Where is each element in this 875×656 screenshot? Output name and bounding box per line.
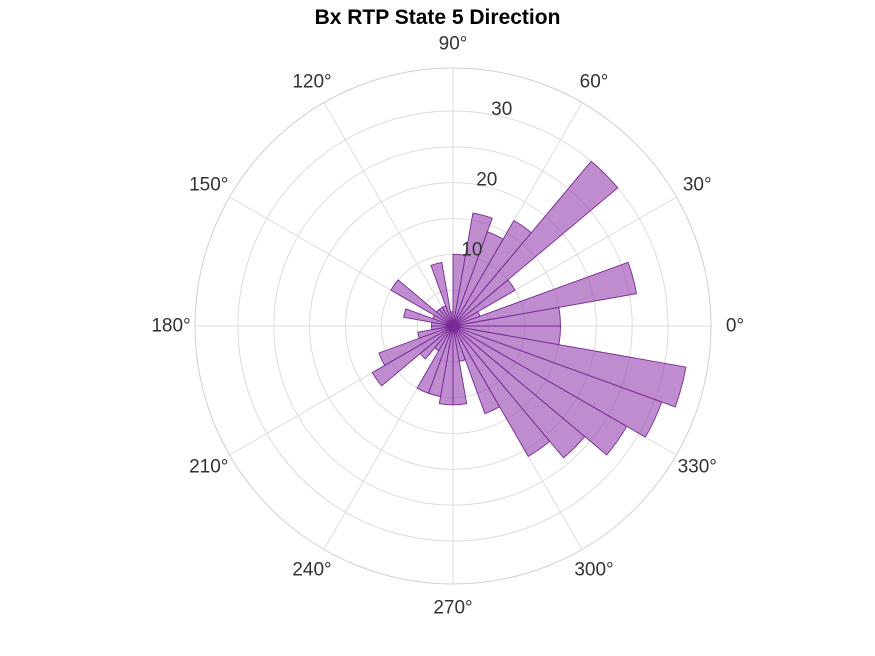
radial-tick-label: 10 [461,239,482,260]
rose-bar [403,308,454,327]
grid-spoke [323,102,454,327]
angle-tick-label: 180° [151,316,190,337]
rose-bar [390,279,454,327]
angle-tick-label: 330° [678,457,717,478]
angle-tick-label: 240° [292,560,331,581]
labels-layer: 0° 30° 60° 90° 120° 150° 180° 210° 240° 270° 300° 3… [151,34,744,619]
rose-bar [452,261,638,327]
rose-bar [371,325,454,387]
radial-tick-label: 30 [491,99,512,120]
rose-bar [452,219,532,327]
radial-tick-label: 20 [476,169,497,190]
chart-title: Bx RTP State 5 Direction [314,6,561,29]
angle-tick-label: 120° [292,71,331,92]
angle-tick-label: 300° [574,560,613,581]
angle-tick-label: 90° [439,34,468,55]
angle-tick-label: 270° [433,598,472,619]
bars-layer [371,160,687,459]
rose-bar [452,325,687,408]
angle-tick-label: 60° [580,71,609,92]
angle-tick-label: 0° [726,316,744,337]
rose-bar [452,212,493,327]
angle-tick-label: 30° [683,175,712,196]
rose-bar [452,160,619,327]
angle-tick-label: 150° [189,175,228,196]
rose-bar [419,325,454,360]
angle-tick-label: 210° [189,457,228,478]
rose-bar [452,325,561,346]
rose-bar [452,253,466,327]
